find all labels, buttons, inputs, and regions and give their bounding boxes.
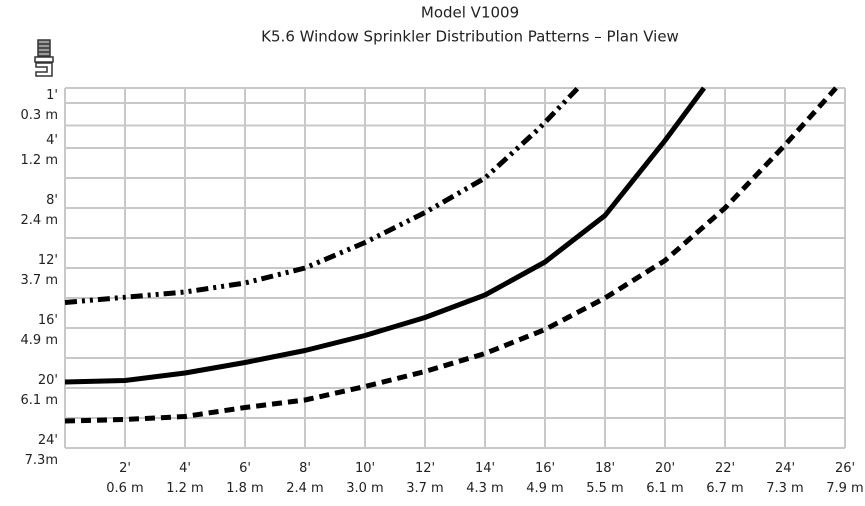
y-tick-label: 8' 2.4 m [21,193,58,228]
x-tick-label: 18' 5.5 m [586,461,623,496]
y-tick-label: 20' 6.1 m [21,373,58,408]
x-tick-label: 14' 4.3 m [466,461,503,496]
line [64,86,580,305]
line [64,86,838,424]
x-tick-label: 16' 4.9 m [526,461,563,496]
y-tick-label: 1' 0.3 m [21,88,58,123]
y-tick-label: 24' 7.3m [25,433,58,468]
x-tick-label: 2' 0.6 m [106,461,143,496]
y-tick-label: 16' 4.9 m [21,313,58,348]
x-tick-label: 8' 2.4 m [286,461,323,496]
sprinkler-icon [34,39,54,77]
line [64,86,707,385]
chart-title: Model V1009 [421,4,519,22]
y-tick-label: 4' 1.2 m [21,133,58,168]
x-tick-label: 10' 3.0 m [346,461,383,496]
x-tick-label: 4' 1.2 m [166,461,203,496]
x-tick-label: 20' 6.1 m [646,461,683,496]
x-tick-label: 6' 1.8 m [226,461,263,496]
y-tick-label: 12' 3.7 m [21,253,58,288]
x-tick-label: 22' 6.7 m [706,461,743,496]
x-tick-label: 12' 3.7 m [406,461,443,496]
chart-subtitle: K5.6 Window Sprinkler Distribution Patte… [261,28,679,46]
x-tick-label: 26' 7.9 m [826,461,863,496]
x-tick-label: 24' 7.3 m [766,461,803,496]
